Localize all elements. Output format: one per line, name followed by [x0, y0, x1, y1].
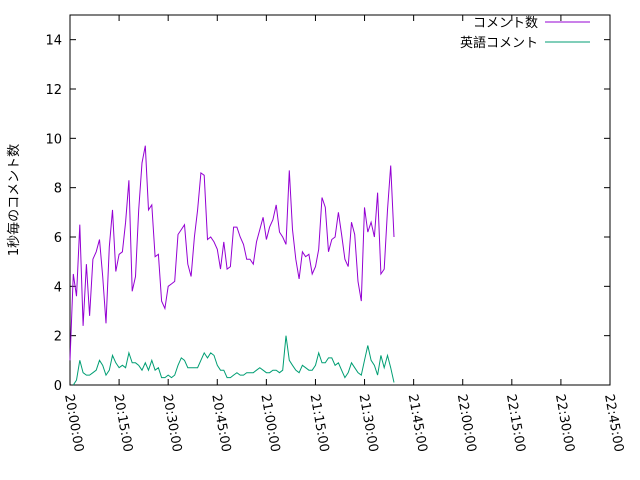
- x-tick-label: 21:30:00: [356, 393, 381, 453]
- plot-border: [69, 14, 611, 386]
- x-tick-label: 20:15:00: [110, 393, 135, 453]
- y-tick-label: 14: [45, 34, 62, 49]
- series-lines: [69, 145, 395, 386]
- x-tick-label: 21:45:00: [405, 393, 430, 453]
- y-tick-label: 8: [54, 182, 62, 197]
- y-tick-label: 12: [45, 83, 62, 98]
- x-tick-label: 21:00:00: [257, 393, 282, 453]
- x-tick-label: 22:30:00: [552, 393, 577, 453]
- y-axis-label: 1秒毎のコメント数: [6, 144, 22, 256]
- y-tick-label: 6: [54, 231, 62, 246]
- y-tick-label: 4: [54, 280, 62, 295]
- x-tick-label: 21:15:00: [307, 393, 332, 453]
- x-tick-label: 20:00:00: [61, 393, 86, 453]
- legend-label: コメント数: [473, 16, 538, 31]
- y-tick-label: 2: [54, 330, 62, 345]
- x-tick-label: 22:15:00: [503, 393, 528, 453]
- x-tick-label: 22:00:00: [454, 393, 479, 453]
- y-tick-label: 0: [54, 379, 62, 394]
- series-line-1: [69, 145, 395, 361]
- x-tick-label: 20:45:00: [208, 393, 233, 453]
- legend-label: 英語コメント: [460, 35, 538, 51]
- x-tick-label: 20:30:00: [159, 393, 184, 453]
- y-tick-label: 10: [45, 132, 62, 147]
- series-line-2: [72, 335, 395, 386]
- x-tick-label: 22:45:00: [601, 393, 626, 453]
